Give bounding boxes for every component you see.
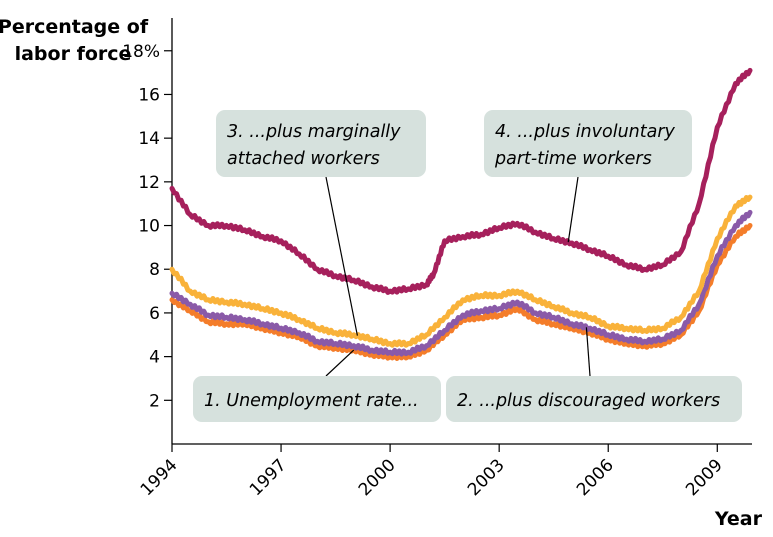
x-ticks: 1994 1997 2000 2003 2006 2009 [137,444,727,500]
y-tick-label: 14 [138,129,160,149]
annotation-box-4: 4. ...plus involuntary part-time workers [484,110,692,177]
y-tick-label: 10 [138,217,160,237]
x-axis-title: Year [714,508,763,530]
series-line-1 [169,223,753,361]
x-tick-label: 2003 [464,455,509,500]
annotation-box-bg [193,376,441,422]
annotation-text: 1. Unemployment rate... [204,391,419,411]
x-tick-label: 2006 [573,455,618,500]
x-tick-label: 2009 [682,455,727,500]
y-axis-title-line-1: Percentage of [0,16,149,38]
y-tick-label: 8 [149,260,160,280]
x-tick-label: 1997 [246,455,291,500]
annotation-box-bg [216,110,426,177]
annotation-box-2: 2. ...plus discouraged workers [446,376,742,422]
series-line-4 [169,67,753,295]
annotation-box-1: 1. Unemployment rate... [193,376,441,422]
series-lines [169,67,753,361]
annotation-text: 2. ...plus discouraged workers [457,391,720,411]
x-tick-label: 1994 [137,455,182,500]
y-tick-label: 6 [149,304,160,324]
annotation-text: part-time workers [494,149,652,169]
annotation-leader-1 [325,349,355,377]
annotation-text: attached workers [227,149,380,169]
annotation-box-bg [446,376,742,422]
annotation-box-3: 3. ...plus marginally attached workers [216,110,426,177]
y-tick-label: 18% [122,42,160,62]
annotation-boxes: 1. Unemployment rate... 2. ...plus discou… [193,110,742,422]
y-tick-label: 16 [138,85,160,105]
annotation-leader-4 [567,176,579,243]
y-axis-title-line-2: labor force [15,43,132,65]
annotation-text: 3. ...plus marginally [227,122,401,142]
series-line-3 [169,194,753,348]
annotation-leader-2 [585,327,591,377]
axes [171,18,752,445]
y-tick-label: 2 [149,391,160,411]
annotation-box-bg [484,110,692,177]
x-tick-label: 2000 [355,455,400,500]
annotation-leader-3 [325,176,358,336]
annotation-text: 4. ...plus involuntary [495,122,676,142]
annotation-leader-lines [325,176,591,377]
y-tick-label: 12 [138,173,160,193]
y-axis-title: Percentage of labor force [0,16,149,65]
y-ticks: 2 4 6 8 10 12 14 16 18% [122,42,172,411]
y-tick-label: 4 [149,348,160,368]
series-line-2 [169,209,753,357]
